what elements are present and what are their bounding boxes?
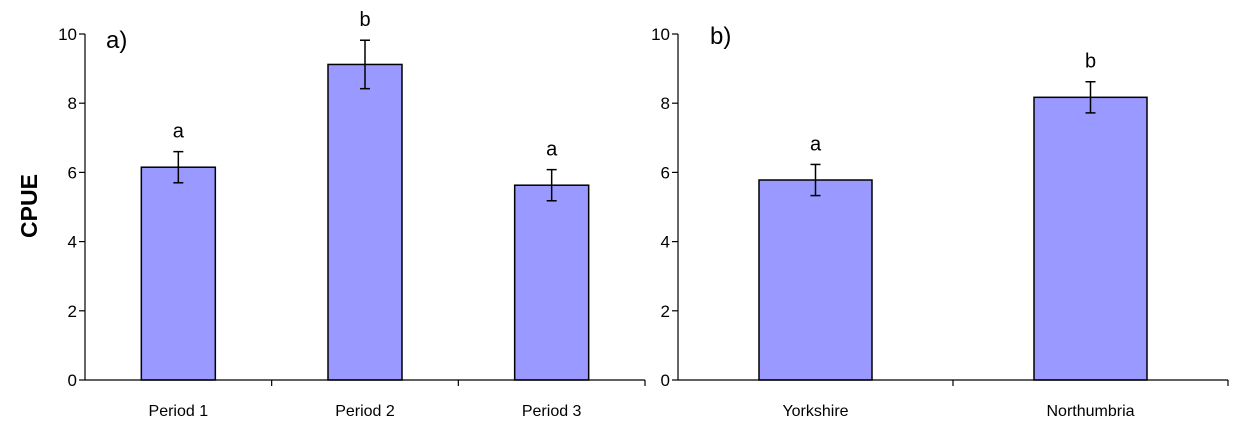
- chart-panel-b: a Yorkshire b Northumbria 0 2 4 6 8 10 b): [651, 23, 1229, 420]
- panel-label: b): [710, 23, 731, 50]
- y-tick-label: 8: [661, 94, 670, 113]
- bar: [1033, 96, 1148, 381]
- bar: [758, 179, 873, 381]
- y-tick-label: 6: [661, 163, 670, 182]
- category-label: Northumbria: [1046, 403, 1134, 420]
- y-tick-label: 10: [651, 25, 670, 44]
- y-tick-label: 4: [68, 233, 77, 252]
- panel-label: a): [106, 27, 127, 54]
- significance-letter: a: [810, 133, 822, 155]
- y-tick-label: 8: [68, 94, 77, 113]
- bar: [140, 166, 217, 381]
- category-label: Yorkshire: [782, 403, 848, 420]
- category-label: Period 3: [522, 403, 582, 420]
- significance-letter: b: [1085, 51, 1096, 73]
- y-axis-label: CPUE: [16, 174, 42, 238]
- category-label: Period 2: [335, 403, 395, 420]
- y-tick-label: 4: [661, 233, 670, 252]
- y-tick-label: 0: [661, 371, 670, 390]
- y-tick-label: 2: [68, 302, 77, 321]
- significance-letter: a: [173, 121, 185, 143]
- bar: [327, 63, 403, 381]
- significance-letter: b: [359, 9, 370, 31]
- y-tick-label: 6: [68, 163, 77, 182]
- y-tick-label: 10: [58, 25, 77, 44]
- chart-panel-a: a Period 1 b Period 2 a Period 3 0 2 4 6 8 10 a): [58, 9, 646, 420]
- category-label: Period 1: [149, 403, 209, 420]
- y-tick-label: 2: [661, 302, 670, 321]
- y-tick-label: 0: [68, 371, 77, 390]
- bar: [513, 184, 590, 381]
- significance-letter: a: [546, 139, 558, 161]
